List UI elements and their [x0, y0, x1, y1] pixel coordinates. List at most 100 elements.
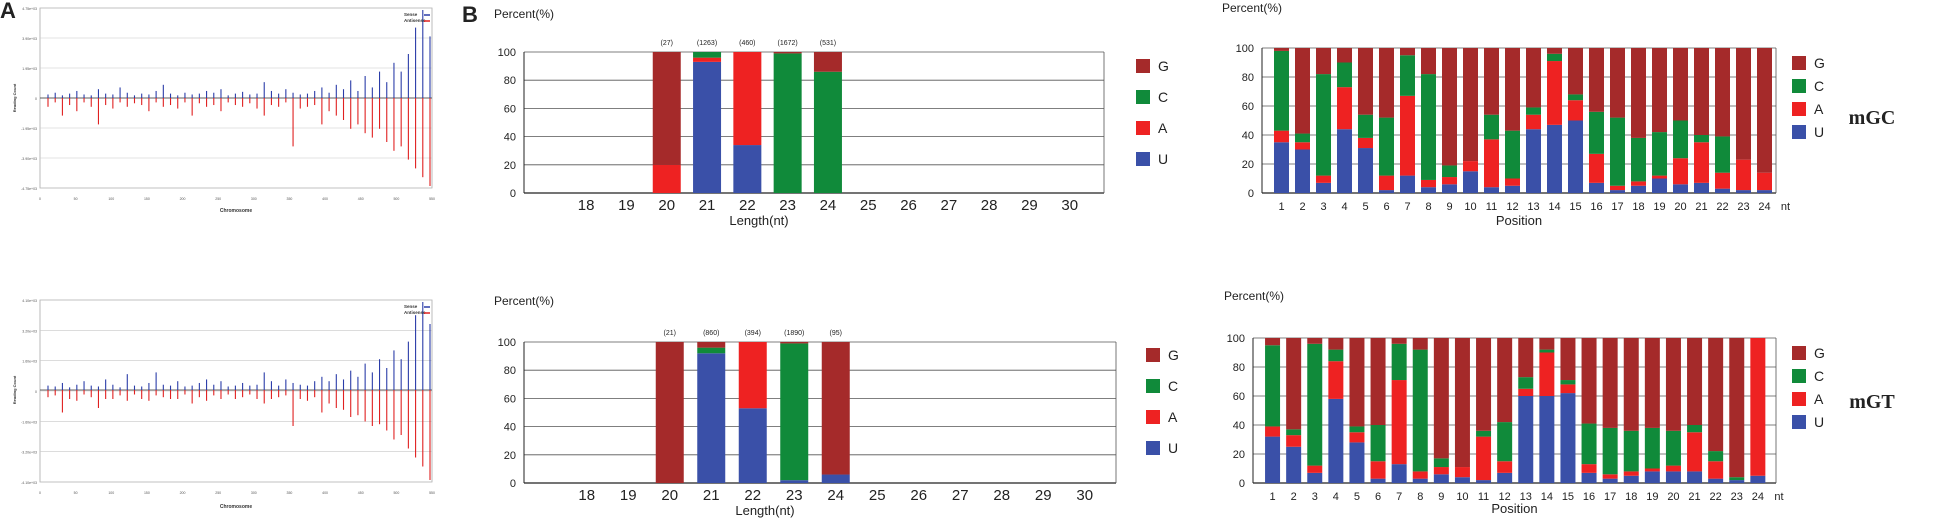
bar-U-21	[697, 353, 726, 483]
x-tick-label: 22	[739, 197, 756, 214]
bar-A-3	[1316, 175, 1331, 183]
bar-C-8	[1412, 349, 1428, 472]
bar-U-21	[1694, 182, 1709, 193]
x-tick-label: 23	[1737, 201, 1749, 213]
x-tick-label: 21	[699, 197, 716, 214]
x-tick-label: 19	[618, 197, 635, 214]
bar-C-1	[1265, 345, 1281, 427]
bar-A-1	[1274, 130, 1289, 143]
bar-G-12	[1497, 338, 1513, 423]
bar-G-2	[1295, 48, 1310, 134]
y-tick-label: 1.95e+03	[22, 67, 37, 71]
bar-A-21	[1687, 432, 1703, 472]
row-label-mgc: mGC	[1849, 107, 1896, 129]
bar-U-16	[1581, 472, 1597, 483]
y-tick-label: 100	[498, 47, 516, 59]
bar-A-22	[738, 342, 767, 409]
bar-A-16	[1589, 153, 1604, 183]
bar-U-10	[1463, 171, 1478, 193]
bar-A-9	[1442, 177, 1457, 185]
legend-swatch-A	[1136, 121, 1150, 135]
x-tick-label: 25	[860, 197, 877, 214]
bar-G-5	[1358, 48, 1373, 115]
bar-U-3	[1307, 472, 1323, 483]
bar-C-11	[1484, 114, 1499, 140]
y-tick-label: 20	[1242, 159, 1254, 171]
bar-U-20	[1665, 471, 1681, 483]
bar-C-15	[1568, 94, 1583, 101]
bar-A-18	[1623, 471, 1639, 476]
bar-C-17	[1602, 427, 1618, 475]
row-label-mgt: mGT	[1849, 391, 1895, 413]
x-tick-label: 19	[1653, 201, 1665, 213]
legend-label-U: U	[1814, 414, 1824, 430]
legend-label-U: U	[1168, 440, 1178, 456]
x-tick-label: 300	[251, 491, 257, 495]
bar-G-15	[1568, 48, 1583, 95]
bar-G-12	[1505, 48, 1520, 131]
legend-label-A: A	[1158, 120, 1168, 136]
x-tick-label: 18	[578, 197, 595, 214]
bar-C-23	[1729, 477, 1745, 481]
y-tick-label: 3.90e+03	[22, 37, 37, 41]
bar-U-16	[1589, 182, 1604, 193]
x-tick-label: 21	[703, 487, 720, 504]
bar-U-9	[1442, 184, 1457, 193]
x-tick-label: 9	[1438, 491, 1444, 503]
bar-G-9	[1433, 338, 1449, 459]
bar-U-6	[1379, 190, 1394, 193]
x-tick-label: 11	[1486, 201, 1497, 213]
bar-G-19	[1652, 48, 1667, 133]
bar-G-20	[1673, 48, 1688, 121]
count-label: (27)	[661, 40, 673, 47]
bar-C-13	[1526, 107, 1541, 115]
bar-C-7	[1400, 55, 1415, 96]
bar-A-2	[1295, 142, 1310, 150]
x-tick-label: 23	[786, 487, 803, 504]
bar-G-21	[1687, 338, 1703, 425]
y-tick-label: -4.10e+03	[21, 481, 37, 485]
y-tick-label: 0	[1239, 478, 1245, 490]
legend-label-U: U	[1814, 124, 1824, 140]
x-tick-label: 13	[1527, 201, 1539, 213]
y-tick-label: 100	[1236, 43, 1254, 55]
bar-U-5	[1358, 148, 1373, 193]
y-tick-label: -1.95e+03	[21, 127, 37, 131]
bar-C-17	[1610, 117, 1625, 186]
x-tick-label: 50	[74, 491, 78, 495]
y-tick-label: 20	[504, 160, 516, 172]
x-tick-label: 250	[215, 197, 221, 201]
bar-G-1	[1274, 48, 1289, 51]
bar-G-8	[1412, 338, 1428, 350]
bar-G-6	[1370, 338, 1386, 425]
bar-U-12	[1497, 472, 1513, 483]
legend-label-G: G	[1158, 58, 1169, 74]
x-tick-label: 1	[1278, 201, 1284, 213]
x-tick-label: 26	[910, 487, 927, 504]
bar-U-9	[1433, 474, 1449, 483]
bar-U-23	[1729, 480, 1745, 483]
bar-C-21	[1694, 135, 1709, 143]
bar-A-2	[1286, 435, 1302, 447]
bar-G-11	[1476, 338, 1492, 431]
bar-A-12	[1505, 178, 1520, 186]
count-label: (1890)	[784, 330, 804, 337]
y-tick-label: 40	[1233, 420, 1245, 432]
x-tick-label: 29	[1021, 197, 1038, 214]
x-axis-label: Length(nt)	[735, 503, 794, 518]
bar-U-2	[1286, 446, 1302, 483]
bar-A-20	[652, 164, 681, 193]
bar-G-10	[1463, 48, 1478, 162]
count-label: (21)	[664, 330, 676, 337]
legend-label-G: G	[1814, 55, 1825, 71]
bar-G-5	[1349, 338, 1365, 427]
bar-A-1	[1265, 426, 1281, 437]
legend-label-C: C	[1814, 368, 1824, 384]
bar-U-4	[1328, 398, 1344, 483]
legend-swatch-C	[1792, 369, 1806, 383]
bar-U-7	[1391, 464, 1407, 483]
mGT-length-chart: 0 20 40 60 80 100 Percent(%) 18 19 20 (21) 21 (860) 2…	[494, 294, 1179, 518]
bar-U-23	[780, 480, 809, 483]
x-tick-unit: nt	[1774, 491, 1783, 503]
bar-G-22	[1708, 338, 1724, 452]
